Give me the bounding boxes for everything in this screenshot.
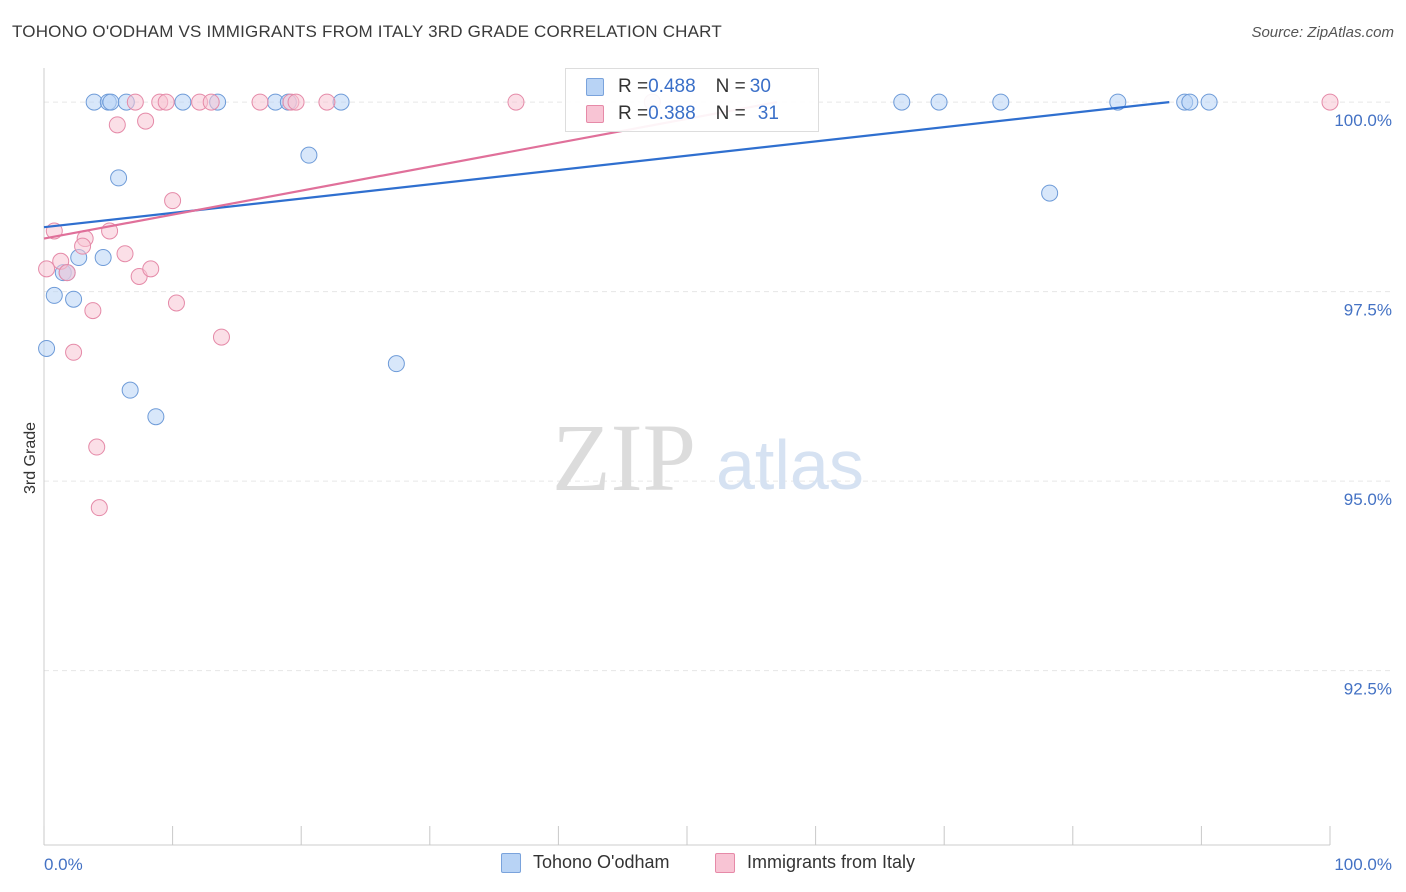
point-italy bbox=[108, 116, 126, 134]
series-swatch-blue bbox=[501, 852, 521, 873]
point-tohono bbox=[174, 93, 192, 111]
axis-layer bbox=[43, 68, 1331, 846]
point-italy bbox=[84, 302, 102, 320]
point-tohono bbox=[930, 93, 948, 111]
legend-row-italy: R = 0.388 N = 31 bbox=[586, 101, 779, 127]
point-italy bbox=[1321, 93, 1339, 111]
series-swatch-pink bbox=[715, 852, 735, 873]
y-tick-label: 97.5% bbox=[1344, 301, 1392, 320]
series-legend-tohono: Tohono O'odham bbox=[501, 852, 670, 873]
point-italy bbox=[251, 93, 269, 111]
point-italy bbox=[116, 245, 134, 263]
series-legend-italy: Immigrants from Italy bbox=[715, 852, 915, 873]
legend-row-tohono: R = 0.488 N = 30 bbox=[586, 74, 771, 100]
point-italy bbox=[58, 264, 76, 282]
point-tohono bbox=[102, 93, 120, 111]
label-layer: 3rd Grade 100.0% 97.5% 95.0% 92.5% 0.0% 100.0… bbox=[22, 111, 1392, 874]
series-legend-label: Tohono O'odham bbox=[533, 852, 670, 872]
legend-r-value: 0.388 bbox=[648, 103, 696, 124]
x-tick-label: 0.0% bbox=[44, 855, 83, 874]
legend-r-value: 0.488 bbox=[648, 76, 696, 97]
point-italy bbox=[88, 438, 106, 456]
point-tohono bbox=[121, 381, 139, 399]
legend-n-value: 30 bbox=[749, 76, 771, 97]
legend-n-label: N = bbox=[715, 76, 746, 97]
point-italy bbox=[202, 93, 220, 111]
point-italy bbox=[38, 260, 56, 278]
point-italy bbox=[507, 93, 525, 111]
point-italy bbox=[137, 112, 155, 130]
point-tohono bbox=[893, 93, 911, 111]
point-italy bbox=[287, 93, 305, 111]
point-italy bbox=[126, 93, 144, 111]
y-axis-title: 3rd Grade bbox=[22, 422, 39, 494]
point-tohono bbox=[1041, 184, 1059, 202]
point-italy bbox=[65, 343, 83, 361]
points-layer bbox=[38, 93, 1339, 517]
watermark-atlas: atlas bbox=[716, 426, 864, 504]
point-tohono bbox=[85, 93, 103, 111]
point-tohono bbox=[38, 339, 56, 357]
x-tick-label: 100.0% bbox=[1334, 855, 1392, 874]
point-tohono bbox=[147, 408, 165, 426]
point-italy bbox=[90, 499, 108, 517]
point-italy bbox=[157, 93, 175, 111]
legend-swatch-blue bbox=[586, 78, 604, 96]
point-italy bbox=[167, 294, 185, 312]
legend-swatch-pink bbox=[586, 105, 604, 123]
point-italy bbox=[142, 260, 160, 278]
source-label: Source: ZipAtlas.com bbox=[1251, 24, 1394, 41]
point-tohono bbox=[1200, 93, 1218, 111]
point-tohono bbox=[332, 93, 350, 111]
watermark: ZIP atlas bbox=[552, 404, 864, 511]
legend-r-label: R = bbox=[618, 103, 649, 124]
legend-n-label: N = bbox=[715, 103, 746, 124]
y-tick-label: 92.5% bbox=[1344, 680, 1392, 699]
point-italy bbox=[74, 237, 92, 255]
series-legend: Tohono O'odham Immigrants from Italy bbox=[0, 852, 1406, 878]
correlation-legend: R = 0.488 N = 30 R = 0.388 N = 31 bbox=[565, 68, 819, 132]
point-italy bbox=[212, 328, 230, 346]
legend-r-label: R = bbox=[618, 76, 649, 97]
grid-layer bbox=[44, 101, 1392, 672]
point-tohono bbox=[94, 249, 112, 267]
point-tohono bbox=[387, 355, 405, 373]
chart-title: TOHONO O'ODHAM VS IMMIGRANTS FROM ITALY … bbox=[12, 22, 722, 41]
point-tohono bbox=[65, 290, 83, 308]
point-tohono bbox=[45, 286, 63, 304]
point-tohono bbox=[110, 169, 128, 187]
y-tick-label: 95.0% bbox=[1344, 490, 1392, 509]
legend-n-value: 31 bbox=[757, 103, 779, 124]
point-tohono bbox=[300, 146, 318, 164]
point-tohono bbox=[1181, 93, 1199, 111]
series-legend-label: Immigrants from Italy bbox=[747, 852, 916, 872]
trendline-tohono bbox=[43, 101, 1170, 229]
point-tohono bbox=[992, 93, 1010, 111]
y-tick-label: 100.0% bbox=[1334, 111, 1392, 130]
point-italy bbox=[164, 192, 182, 210]
point-tohono bbox=[1109, 93, 1127, 111]
watermark-zip: ZIP bbox=[552, 404, 696, 511]
point-italy bbox=[318, 93, 336, 111]
